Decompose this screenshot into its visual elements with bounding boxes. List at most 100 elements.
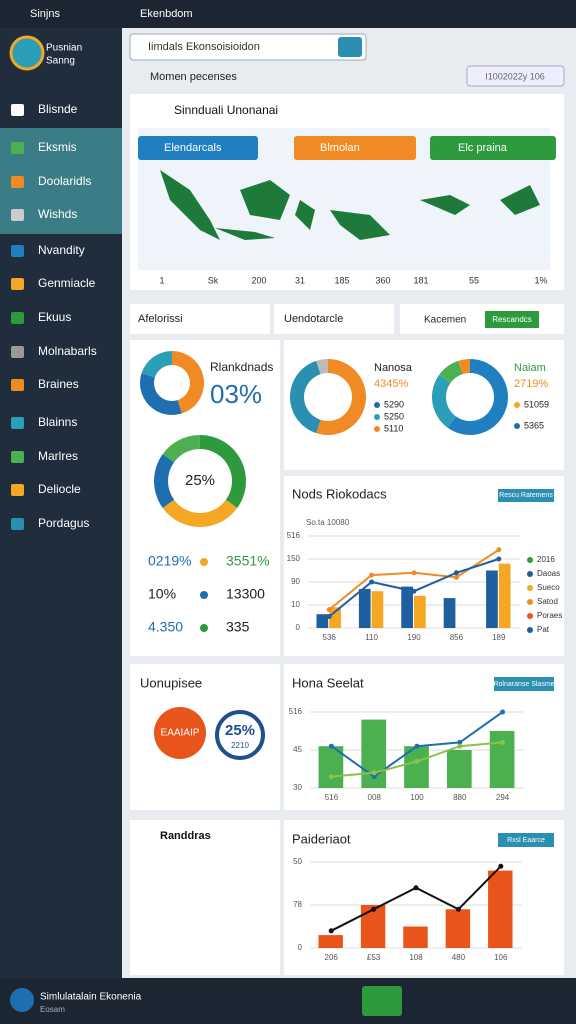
x-tick-label: 294 bbox=[496, 793, 510, 802]
label: 4.350 bbox=[148, 619, 183, 635]
label: Ekenbdom bbox=[140, 8, 193, 20]
label: Sinnduali Unonanai bbox=[174, 103, 278, 117]
x-tick-label: 110 bbox=[365, 633, 378, 642]
label: 51059 bbox=[524, 399, 549, 409]
point bbox=[369, 579, 375, 585]
legend-dot bbox=[527, 571, 533, 577]
label: Pusnian bbox=[46, 43, 82, 54]
bar bbox=[446, 750, 472, 788]
y-tick-label: 0 bbox=[296, 623, 301, 632]
sidebar-icon bbox=[11, 346, 24, 358]
y-tick-label: 30 bbox=[293, 783, 302, 792]
label: Rlankdnads bbox=[210, 360, 273, 374]
y-tick-label: 0 bbox=[298, 943, 303, 952]
point bbox=[455, 906, 461, 912]
sidebar-icon bbox=[11, 278, 24, 290]
legend-dot bbox=[374, 426, 380, 432]
filter[interactable] bbox=[130, 304, 270, 334]
label: 5110 bbox=[384, 423, 403, 433]
label: 03% bbox=[210, 379, 262, 409]
legend-dot bbox=[527, 599, 533, 605]
donut-segment bbox=[162, 435, 200, 463]
y-tick-label: 516 bbox=[289, 707, 303, 716]
sidebar-item: Ekuus bbox=[38, 310, 71, 324]
search-box[interactable] bbox=[129, 33, 367, 61]
label: 2210 bbox=[231, 741, 249, 750]
x-tick-label: 189 bbox=[492, 633, 506, 642]
point bbox=[496, 547, 502, 553]
label: So.ta 10080 bbox=[306, 518, 350, 527]
sidebar-icon bbox=[11, 379, 24, 391]
card bbox=[284, 476, 564, 656]
label: Sinjns bbox=[30, 8, 60, 20]
y-tick-label: 78 bbox=[293, 900, 302, 909]
filter-button[interactable] bbox=[485, 311, 539, 328]
legend-dot bbox=[374, 414, 380, 420]
sidebar-icon bbox=[11, 312, 24, 324]
point bbox=[453, 570, 459, 576]
label: I1002022y 106 bbox=[485, 71, 545, 81]
filter[interactable] bbox=[274, 304, 394, 334]
bar bbox=[414, 595, 426, 628]
point bbox=[413, 885, 419, 891]
sidebar-item: Deliocle bbox=[38, 482, 81, 496]
label: Rxsl Eaarce bbox=[507, 837, 545, 844]
label: Sanng bbox=[46, 56, 75, 67]
label: Nanosa bbox=[374, 362, 413, 374]
badge bbox=[498, 833, 554, 847]
legend-dot bbox=[527, 613, 533, 619]
donut-segment bbox=[439, 360, 463, 383]
point bbox=[326, 607, 332, 613]
label: Hona Seelat bbox=[292, 675, 364, 690]
legend-dot bbox=[200, 558, 208, 566]
app-logo bbox=[10, 988, 34, 1012]
sidebar-icon bbox=[11, 176, 24, 188]
label: Eosam bbox=[40, 1005, 65, 1014]
label: Elendarcals bbox=[164, 142, 222, 154]
point bbox=[414, 758, 420, 764]
map-button[interactable] bbox=[294, 136, 416, 160]
point bbox=[414, 743, 420, 749]
label: Simlulatalain Ekonenia bbox=[40, 992, 142, 1003]
donut-segment bbox=[200, 435, 247, 509]
x-tick-label: 536 bbox=[323, 633, 337, 642]
donut-segment bbox=[162, 499, 238, 527]
sidebar-item: Braines bbox=[38, 377, 79, 391]
badge bbox=[494, 677, 554, 691]
label: Randdras bbox=[160, 830, 211, 842]
sidebar-item: Doolaridls bbox=[38, 174, 91, 188]
sidebar-icon bbox=[11, 245, 24, 257]
label: Elc praina bbox=[458, 142, 508, 154]
sidebar-item: Marlres bbox=[38, 449, 78, 463]
search-button[interactable] bbox=[338, 37, 362, 57]
x-tick-label: 008 bbox=[368, 793, 382, 802]
x-tick-label: 108 bbox=[409, 953, 423, 962]
donut-segment bbox=[289, 360, 321, 434]
label: Uendotarcle bbox=[284, 313, 343, 325]
map-button[interactable] bbox=[430, 136, 556, 160]
taskbar-button[interactable] bbox=[362, 986, 402, 1016]
point bbox=[369, 572, 375, 578]
bar bbox=[443, 598, 456, 628]
point bbox=[498, 863, 504, 869]
label: Sk bbox=[208, 275, 219, 285]
donut-segment bbox=[432, 374, 456, 428]
title-bar bbox=[0, 0, 576, 28]
sidebar-icon bbox=[11, 484, 24, 496]
legend-entry: Daoas bbox=[537, 569, 560, 578]
bar bbox=[488, 870, 513, 948]
point bbox=[457, 739, 463, 745]
legend-dot bbox=[527, 627, 533, 633]
sidebar-icon bbox=[11, 104, 24, 116]
label: 1% bbox=[534, 275, 547, 285]
map-button[interactable] bbox=[138, 136, 258, 160]
label: Afelorissi bbox=[138, 313, 183, 325]
bar bbox=[316, 614, 329, 628]
legend-dot bbox=[374, 402, 380, 408]
donut-segment bbox=[172, 351, 205, 414]
date-box[interactable] bbox=[466, 65, 565, 87]
donut-segment bbox=[141, 351, 172, 378]
label: Rescu Ratemens bbox=[499, 492, 553, 499]
label: Naiam bbox=[514, 362, 546, 374]
